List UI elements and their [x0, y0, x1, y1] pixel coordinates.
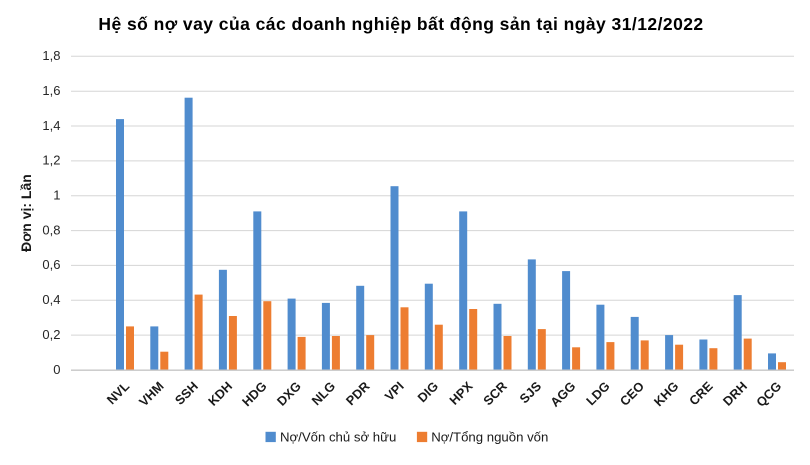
svg-text:Đơn vị: Lần: Đơn vị: Lần — [18, 174, 34, 252]
svg-text:1,4: 1,4 — [42, 118, 60, 133]
svg-text:0,2: 0,2 — [42, 327, 60, 342]
svg-text:Hệ số nợ vay của các doanh ngh: Hệ số nợ vay của các doanh nghiệp bất độ… — [98, 14, 703, 34]
svg-text:1: 1 — [53, 188, 60, 203]
svg-text:Nợ/Vốn chủ sở hữu: Nợ/Vốn chủ sở hữu — [280, 430, 396, 445]
svg-text:0,4: 0,4 — [42, 292, 60, 307]
svg-text:Nợ/Tổng nguồn vốn: Nợ/Tổng nguồn vốn — [431, 430, 548, 445]
svg-text:1,6: 1,6 — [42, 83, 60, 98]
svg-text:0,6: 0,6 — [42, 257, 60, 272]
svg-text:1,2: 1,2 — [42, 153, 60, 168]
svg-text:0,8: 0,8 — [42, 222, 60, 237]
svg-text:1,8: 1,8 — [42, 48, 60, 63]
svg-text:0: 0 — [53, 362, 60, 377]
